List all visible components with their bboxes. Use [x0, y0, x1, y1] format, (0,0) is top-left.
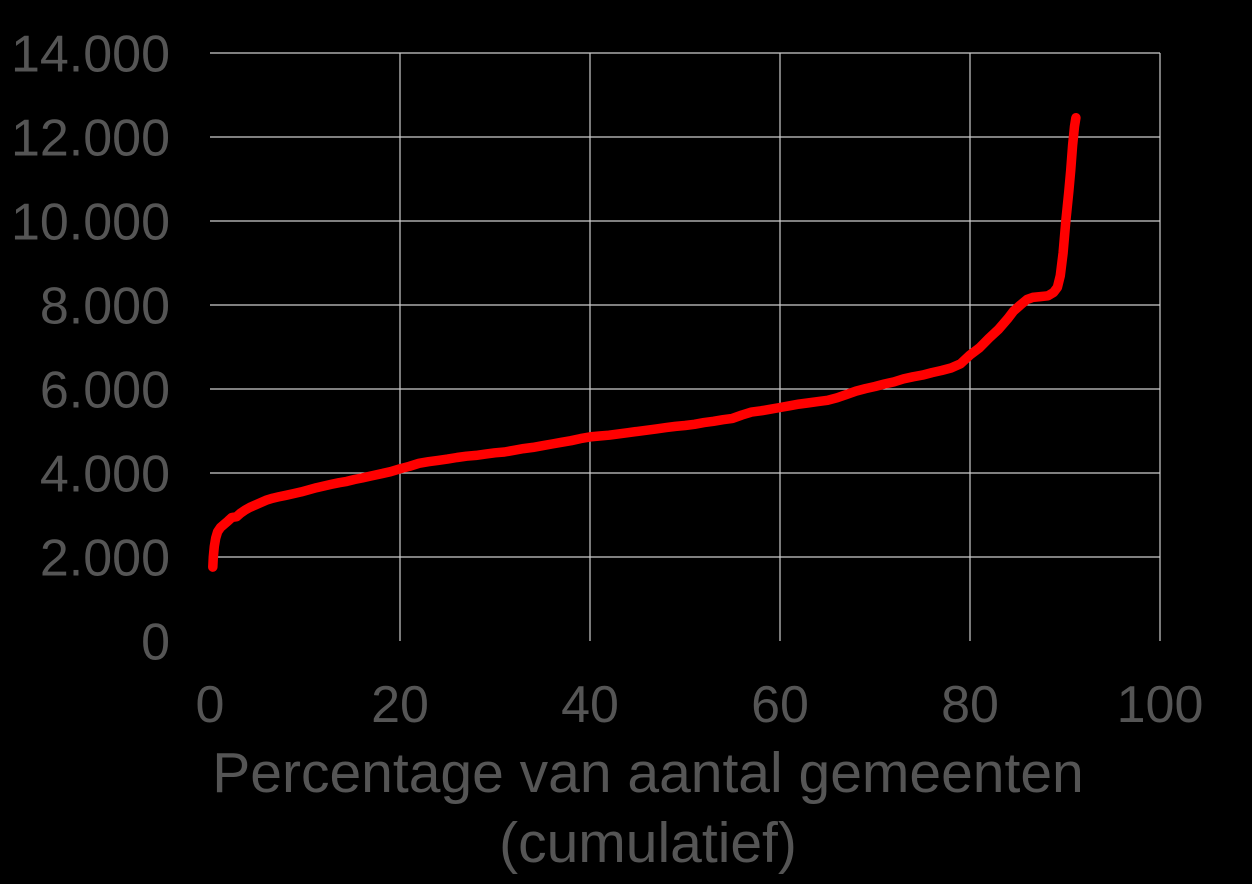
gridlines [210, 52, 1161, 641]
x-tick-80: 80 [941, 676, 999, 734]
x-tick-60: 60 [751, 676, 809, 734]
x-axis-title-line1: Percentage van aantal gemeenten [212, 741, 1083, 805]
x-axis-title-line2: (cumulatief) [499, 811, 797, 875]
x-tick-40: 40 [561, 676, 619, 734]
y-tick-12000: 12.000 [11, 110, 170, 168]
series-group [208, 112, 1081, 572]
tick-labels: 0 2.000 4.000 6.000 8.000 10.000 12.000 14.000 0… [11, 26, 1203, 735]
y-tick-6000: 6.000 [40, 362, 170, 420]
y-tick-8000: 8.000 [40, 278, 170, 336]
x-tick-20: 20 [371, 676, 429, 734]
x-tick-0: 0 [196, 676, 225, 734]
y-tick-2000: 2.000 [40, 530, 170, 588]
series-line-1 [208, 112, 1081, 572]
y-tick-0: 0 [141, 614, 170, 672]
x-tick-100: 100 [1117, 676, 1204, 734]
y-tick-10000: 10.000 [11, 194, 170, 252]
y-tick-14000: 14.000 [11, 26, 170, 84]
y-tick-4000: 4.000 [40, 446, 170, 504]
